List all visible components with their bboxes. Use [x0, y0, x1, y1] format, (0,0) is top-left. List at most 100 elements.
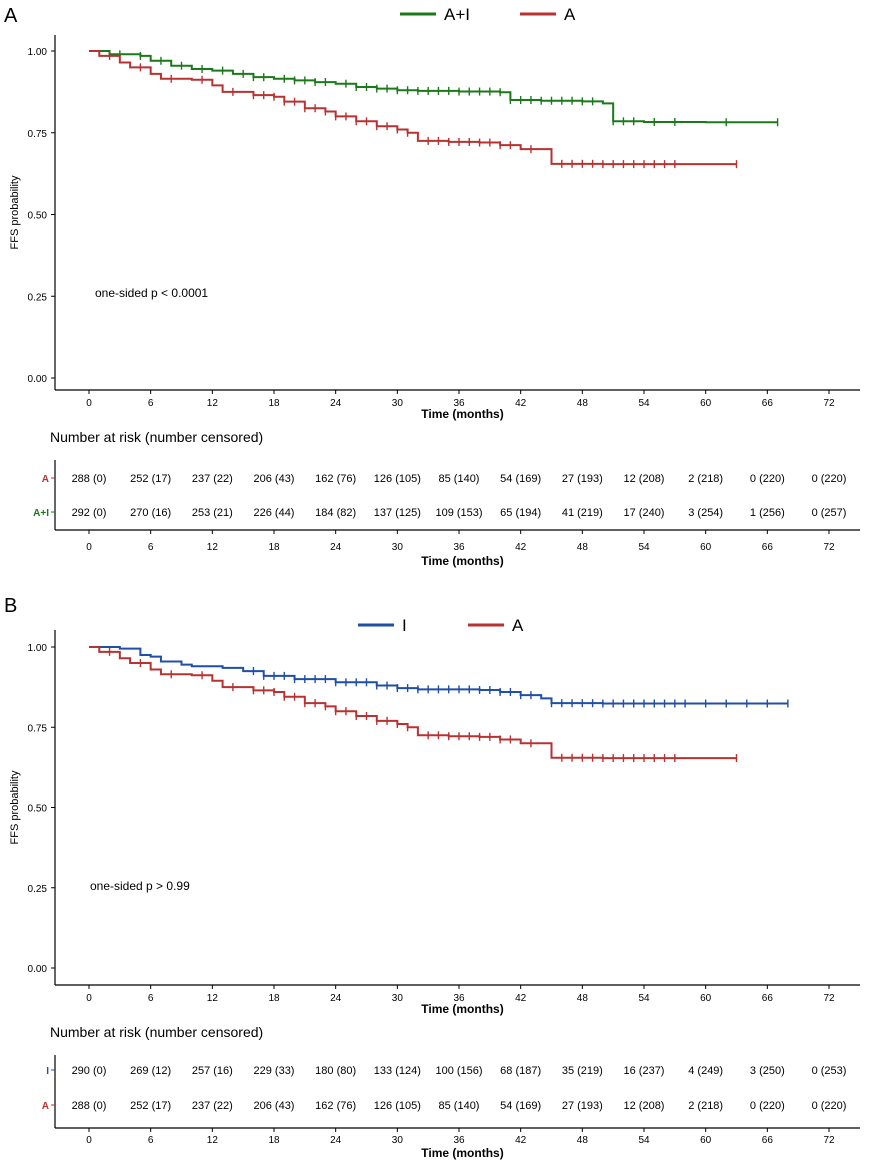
risk-cell: 0 (253) [812, 1065, 847, 1077]
p-value-annotation: one-sided p > 0.99 [90, 879, 190, 893]
x-tick-label: 48 [577, 398, 589, 409]
risk-cell: 257 (16) [192, 1065, 233, 1077]
risk-cell: 68 (187) [500, 1065, 541, 1077]
risk-cell: 237 (22) [192, 473, 233, 485]
x-tick-label: 12 [207, 993, 219, 1004]
x-tick-label: 18 [268, 993, 280, 1004]
risk-x-tick-label: 30 [392, 542, 404, 553]
risk-row-label: A+I [33, 508, 49, 519]
series-line-ai [89, 50, 778, 124]
risk-cell: 252 (17) [130, 1100, 171, 1112]
risk-cell: 27 (193) [562, 473, 603, 485]
y-tick-label: 0.00 [28, 374, 48, 385]
risk-cell: 292 (0) [72, 507, 107, 519]
x-tick-label: 24 [330, 993, 342, 1004]
risk-cell: 226 (44) [254, 507, 295, 519]
risk-cell: 16 (237) [624, 1065, 665, 1077]
x-tick-label: 0 [86, 993, 92, 1004]
risk-cell: 269 (12) [130, 1065, 171, 1077]
risk-cell: 290 (0) [72, 1065, 107, 1077]
risk-row-label: A [42, 474, 49, 485]
x-tick-label: 30 [392, 398, 404, 409]
risk-cell: 109 (153) [435, 507, 482, 519]
risk-cell: 0 (220) [750, 473, 785, 485]
risk-cell: 206 (43) [254, 473, 295, 485]
legend-label: A [564, 5, 576, 24]
risk-cell: 0 (220) [750, 1100, 785, 1112]
risk-table-heading: Number at risk (number censored) [50, 429, 263, 445]
risk-x-tick-label: 6 [148, 1135, 154, 1146]
panel-label: A [4, 5, 18, 27]
risk-x-tick-label: 0 [86, 542, 92, 553]
x-tick-label: 0 [86, 398, 92, 409]
x-tick-label: 54 [638, 398, 650, 409]
x-tick-label: 66 [762, 993, 774, 1004]
risk-x-tick-label: 66 [762, 1135, 774, 1146]
y-tick-label: 0.75 [28, 723, 48, 734]
risk-x-tick-label: 0 [86, 1135, 92, 1146]
y-tick-label: 0.00 [28, 964, 48, 975]
x-tick-label: 42 [515, 993, 527, 1004]
risk-cell: 252 (17) [130, 473, 171, 485]
x-tick-label: 30 [392, 993, 404, 1004]
risk-cell: 0 (257) [812, 507, 847, 519]
risk-cell: 100 (156) [435, 1065, 482, 1077]
risk-x-tick-label: 54 [638, 542, 650, 553]
risk-table-x-label: Time (months) [421, 554, 503, 568]
y-tick-label: 0.50 [28, 211, 48, 222]
risk-cell: 180 (80) [315, 1065, 356, 1077]
risk-cell: 54 (169) [500, 473, 541, 485]
x-tick-label: 72 [823, 993, 835, 1004]
risk-x-tick-label: 48 [577, 542, 589, 553]
x-axis-label: Time (months) [421, 1002, 503, 1016]
risk-cell: 133 (124) [374, 1065, 421, 1077]
risk-x-tick-label: 24 [330, 542, 342, 553]
x-tick-label: 36 [453, 398, 465, 409]
risk-row-label: A [42, 1101, 49, 1112]
x-tick-label: 42 [515, 398, 527, 409]
risk-cell: 12 (208) [624, 1100, 665, 1112]
risk-cell: 162 (76) [315, 473, 356, 485]
risk-cell: 17 (240) [624, 507, 665, 519]
legend-label: A [512, 616, 524, 635]
risk-cell: 54 (169) [500, 1100, 541, 1112]
risk-x-tick-label: 6 [148, 542, 154, 553]
risk-cell: 206 (43) [254, 1100, 295, 1112]
risk-x-tick-label: 36 [453, 1135, 465, 1146]
risk-cell: 237 (22) [192, 1100, 233, 1112]
x-tick-label: 36 [453, 993, 465, 1004]
risk-cell: 137 (125) [374, 507, 421, 519]
risk-x-tick-label: 48 [577, 1135, 589, 1146]
risk-cell: 3 (250) [750, 1065, 785, 1077]
x-tick-label: 6 [148, 993, 154, 1004]
risk-cell: 4 (249) [688, 1065, 723, 1077]
risk-cell: 65 (194) [500, 507, 541, 519]
risk-cell: 27 (193) [562, 1100, 603, 1112]
x-tick-label: 48 [577, 993, 589, 1004]
y-tick-label: 0.50 [28, 804, 48, 815]
risk-cell: 41 (219) [562, 507, 603, 519]
risk-cell: 12 (208) [624, 473, 665, 485]
legend-label: I [402, 616, 407, 635]
risk-cell: 162 (76) [315, 1100, 356, 1112]
risk-x-tick-label: 42 [515, 1135, 527, 1146]
series-line-a [89, 646, 737, 760]
risk-x-tick-label: 24 [330, 1135, 342, 1146]
risk-cell: 1 (256) [750, 507, 785, 519]
risk-cell: 270 (16) [130, 507, 171, 519]
risk-cell: 2 (218) [688, 1100, 723, 1112]
risk-x-tick-label: 72 [823, 542, 835, 553]
x-axis-label: Time (months) [421, 407, 503, 421]
risk-table-heading: Number at risk (number censored) [50, 1024, 263, 1040]
x-tick-label: 72 [823, 398, 835, 409]
legend-label: A+I [444, 5, 470, 24]
x-tick-label: 18 [268, 398, 280, 409]
risk-cell: 0 (220) [812, 473, 847, 485]
risk-x-tick-label: 72 [823, 1135, 835, 1146]
y-tick-label: 0.25 [28, 292, 48, 303]
y-axis-label: FFS probability [9, 770, 21, 844]
risk-cell: 85 (140) [439, 1100, 480, 1112]
risk-cell: 0 (220) [812, 1100, 847, 1112]
risk-cell: 253 (21) [192, 507, 233, 519]
